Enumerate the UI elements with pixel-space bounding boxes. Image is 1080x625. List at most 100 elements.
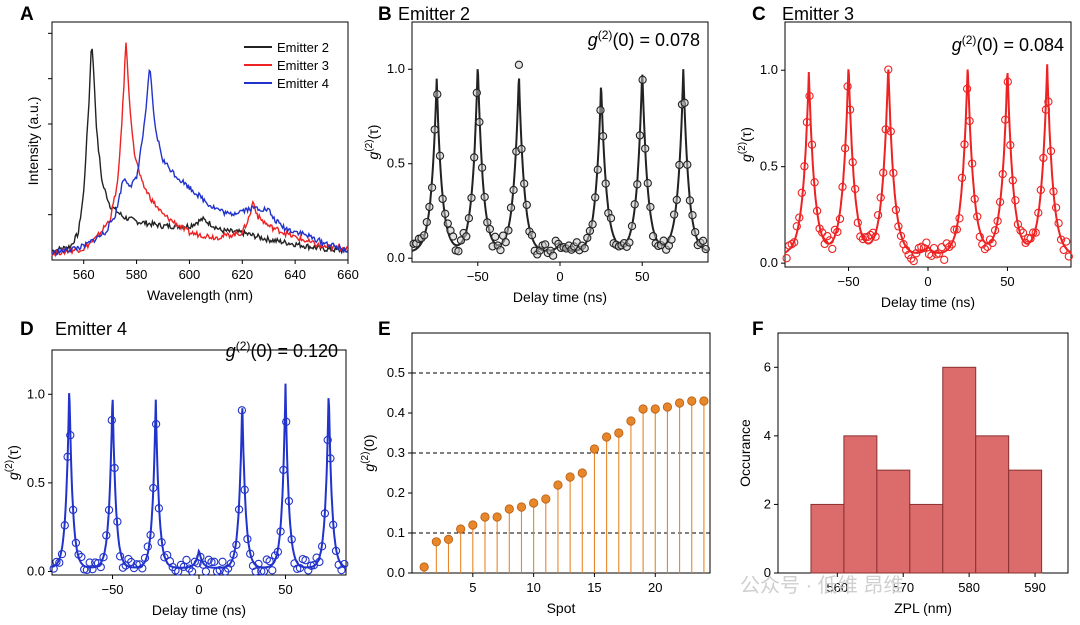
data-point [593,165,602,174]
y-tick-label: 6 [764,359,771,374]
stem-point [443,534,454,545]
data-point [132,560,141,569]
data-point [823,232,832,241]
data-point [957,173,967,182]
data-point [648,232,658,241]
data-point [879,168,888,177]
y-tick-label: 1.0 [387,61,405,76]
stem-point [674,398,685,408]
x-tick-label: 0 [195,582,202,597]
data-point [422,217,431,227]
y-tick-label: 0.3 [387,445,405,460]
data-point [496,245,505,255]
data-point [234,505,244,514]
y-axis-label: Occurance [737,419,753,487]
data-point [265,557,274,566]
data-point [254,559,263,569]
x-tick-label: 0 [924,274,931,289]
histogram-bar [975,435,1010,574]
data-point [873,210,883,220]
data-point [641,144,650,153]
data-point [329,520,338,529]
data-point [1003,77,1012,86]
data-point [825,236,834,245]
data-point [672,195,681,205]
stem-point [577,468,587,478]
data-point [1036,185,1045,195]
data-point [506,203,516,212]
data-point [1062,237,1071,246]
data-point [980,244,990,254]
panel-label: C [752,4,766,25]
data-point [901,245,911,255]
data-point [1031,228,1040,237]
data-point [268,566,277,575]
data-point [627,221,637,231]
data-point [1016,226,1025,235]
data-point [828,244,837,254]
data-point [96,562,105,572]
data-point [107,416,116,425]
data-point [955,214,964,223]
x-axis-label: Delay time (ns) [152,602,246,618]
stem-point [468,520,478,530]
data-point [527,231,537,240]
data-point [638,75,647,84]
panel-a: A 560 580 600 620 640 660 Wavelength (nm) Intens… [20,4,359,303]
data-point [889,168,898,178]
data-point [501,238,510,247]
panel-label: D [20,319,34,340]
data-point [805,91,814,101]
data-point [517,144,526,154]
data-point [470,153,479,162]
data-point [55,558,64,567]
data-point [143,542,152,551]
x-axis-label: ZPL (nm) [894,600,952,616]
data-point [795,213,804,222]
data-point [790,238,799,247]
data-point [104,505,114,515]
stem-point [614,428,624,438]
y-axis-label: g(2)(0) [360,434,377,471]
data-point [858,234,868,244]
data-point [472,88,481,97]
data-point [1008,176,1017,185]
data-point [1051,203,1061,212]
stem-point [480,512,490,522]
data-point [433,90,442,99]
data-point [1011,196,1020,205]
data-point [102,531,111,540]
data-point [1023,234,1033,243]
data-point [323,435,332,445]
stem-point [565,472,575,482]
data-point [154,504,164,513]
y-tick-label: 0.5 [27,475,45,490]
y-tick-label: 0.0 [760,255,778,270]
data-point [304,566,313,575]
panel-label: A [20,4,34,25]
data-point [1021,238,1030,248]
data-point [315,557,324,567]
stem-point [650,404,660,414]
data-point [514,60,524,69]
y-axis-label: g(2)(τ) [364,125,381,160]
data-point [1059,245,1068,255]
plot-frame [51,349,347,576]
data-point [115,552,125,561]
fit-curve [51,383,347,569]
data-point [952,225,962,234]
data-point [802,118,812,127]
data-point [968,159,977,168]
data-point [848,158,857,167]
data-point [71,538,81,548]
data-point [884,65,893,74]
histogram-bar [843,435,878,574]
data-point [947,240,956,249]
data-point [146,530,155,540]
stem-point [662,402,673,412]
data-point [151,419,161,429]
data-point [548,251,558,260]
data-point [66,431,75,440]
data-point [945,242,954,252]
